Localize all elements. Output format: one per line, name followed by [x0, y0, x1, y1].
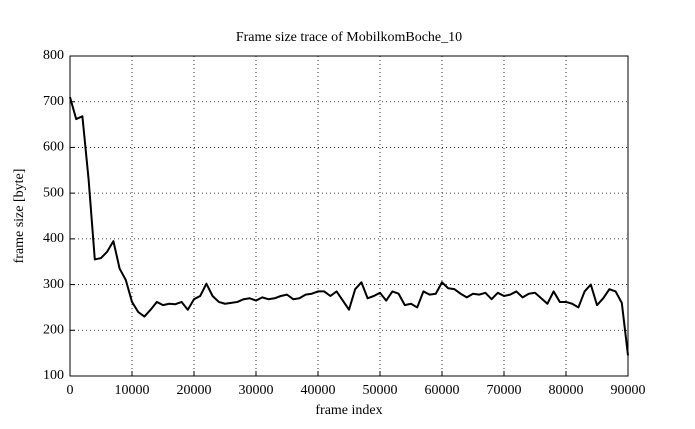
y-tick-label: 500 — [43, 185, 64, 200]
y-axis-label: frame size [byte] — [12, 169, 27, 264]
x-tick-label: 0 — [67, 383, 74, 398]
x-tick-label: 40000 — [301, 383, 336, 398]
y-tick-label: 100 — [43, 368, 64, 383]
y-tick-label: 700 — [43, 94, 64, 109]
chart-title: Frame size trace of MobilkomBoche_10 — [236, 30, 462, 45]
x-tick-label: 60000 — [425, 383, 460, 398]
plot-frame — [69, 55, 629, 377]
y-tick-label: 400 — [43, 231, 64, 246]
x-axis-label: frame index — [315, 403, 382, 418]
x-tick-label: 30000 — [239, 383, 274, 398]
y-tick-label: 800 — [43, 48, 64, 63]
y-tick-label: 600 — [43, 140, 64, 155]
y-tick-label: 200 — [43, 323, 64, 338]
x-tick-label: 10000 — [115, 383, 150, 398]
x-tick-label: 20000 — [177, 383, 212, 398]
y-tick-label: 300 — [43, 277, 64, 292]
x-tick-label: 70000 — [487, 383, 522, 398]
x-tick-label: 90000 — [611, 383, 646, 398]
data-line — [69, 96, 629, 356]
x-tick-label: 50000 — [363, 383, 398, 398]
x-tick-label: 80000 — [549, 383, 584, 398]
